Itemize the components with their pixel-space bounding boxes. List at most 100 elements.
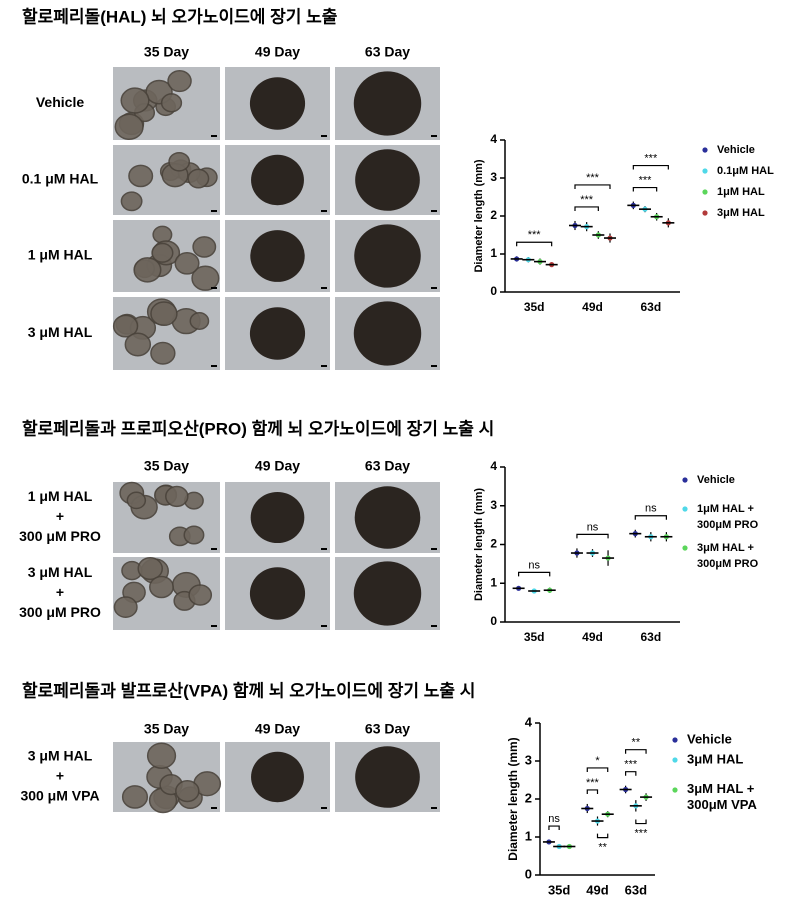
significance-label: *** (639, 174, 653, 186)
legend-marker (672, 757, 678, 763)
x-tick-label: 35d (548, 882, 570, 897)
significance-label: *** (586, 777, 600, 789)
organoid (188, 584, 213, 606)
organoid (126, 491, 147, 510)
organoid (165, 485, 189, 508)
column-header: 63 Day (365, 458, 410, 474)
organoid (353, 561, 422, 626)
significance-label: ns (587, 521, 599, 533)
organoid (354, 224, 421, 288)
legend-marker (682, 477, 688, 483)
y-tick-label: 3 (525, 752, 532, 767)
significance-bracket (625, 749, 647, 754)
organoid (192, 236, 217, 258)
y-tick-label: 1 (490, 575, 497, 589)
row-label: Vehicle (36, 94, 84, 110)
scale-bar (431, 135, 437, 137)
organoid (124, 332, 152, 357)
scale-bar (431, 210, 437, 212)
significance-bracket (574, 184, 611, 189)
organoid (146, 742, 177, 769)
scale-bar (211, 807, 217, 809)
y-tick-label: 2 (525, 790, 532, 805)
organoid (120, 87, 150, 114)
y-tick-label: 2 (490, 537, 497, 551)
scale-bar (431, 807, 437, 809)
row-label: 3 μM HAL (28, 324, 93, 340)
legend-marker (672, 787, 678, 793)
significance-label: ns (528, 559, 540, 571)
y-axis-label: Diameter length (mm) (473, 488, 485, 601)
y-tick-label: 0 (490, 284, 497, 298)
x-tick-label: 49d (582, 630, 603, 644)
scale-bar (321, 625, 327, 627)
y-tick-label: 4 (490, 459, 497, 473)
column-header: 63 Day (365, 721, 410, 737)
y-tick-label: 1 (490, 246, 497, 260)
column-header: 49 Day (255, 721, 300, 737)
y-tick-label: 0 (490, 614, 497, 628)
organoid (113, 596, 138, 618)
significance-label: ** (632, 737, 641, 749)
organoid (251, 751, 304, 803)
organoid (137, 557, 163, 581)
organoid (251, 154, 304, 206)
significance-bracket (632, 164, 669, 170)
significance-label: ns (548, 813, 560, 825)
panel-title: 할로페리돌과 발프로산(VPA) 함께 뇌 오가노이드에 장기 노출 시 (22, 680, 475, 700)
y-tick-label: 3 (490, 170, 497, 184)
organoid (150, 341, 176, 365)
organoid (121, 785, 149, 809)
legend-marker (682, 506, 688, 512)
organoid (151, 242, 174, 263)
organoid (250, 230, 305, 282)
y-tick-label: 2 (490, 208, 497, 222)
significance-bracket (625, 771, 637, 776)
significance-bracket (632, 186, 658, 192)
scale-bar (431, 365, 437, 367)
legend-label: Vehicle (687, 731, 732, 746)
x-tick-label: 63d (625, 882, 647, 897)
scale-bar (211, 625, 217, 627)
column-header: 35 Day (144, 44, 189, 60)
legend-label: 3μM HAL +300μM PRO (697, 542, 759, 570)
column-header: 63 Day (365, 44, 410, 60)
y-axis-label: Diameter length (mm) (506, 737, 520, 860)
scale-bar (321, 365, 327, 367)
significance-bracket (576, 533, 609, 539)
organoid (175, 780, 200, 803)
scale-bar (211, 548, 217, 550)
scale-bar (321, 287, 327, 289)
x-tick-label: 49d (582, 300, 603, 314)
significance-label: * (595, 755, 600, 767)
organoid (249, 307, 306, 360)
organoid (355, 149, 420, 211)
organoid (249, 567, 306, 620)
legend-marker (702, 189, 708, 195)
significance-bracket (518, 571, 551, 577)
scale-bar (211, 135, 217, 137)
scale-bar (321, 135, 327, 137)
legend-label: 3μM HAL +300μM VPA (687, 781, 757, 812)
row-label: + (56, 768, 64, 784)
column-header: 49 Day (255, 44, 300, 60)
organoid (354, 486, 421, 549)
organoid (160, 93, 183, 113)
significance-label: *** (528, 229, 542, 241)
significance-bracket (634, 515, 667, 520)
y-tick-label: 4 (525, 714, 533, 729)
row-label: 300 μM PRO (19, 604, 101, 620)
row-label: 1 μM HAL (28, 247, 93, 263)
legend-label: Vehicle (697, 474, 735, 486)
column-header: 35 Day (144, 721, 189, 737)
legend-label: 0.1μM HAL (717, 165, 774, 177)
row-label: 3 μM HAL (28, 564, 93, 580)
row-label: 300 μM PRO (19, 528, 101, 544)
organoid (353, 71, 422, 136)
organoid (183, 525, 205, 545)
legend-marker (702, 147, 708, 153)
row-label: 0.1 μM HAL (22, 171, 99, 187)
significance-bracket (548, 825, 560, 831)
row-label: 3 μM HAL (28, 748, 93, 764)
